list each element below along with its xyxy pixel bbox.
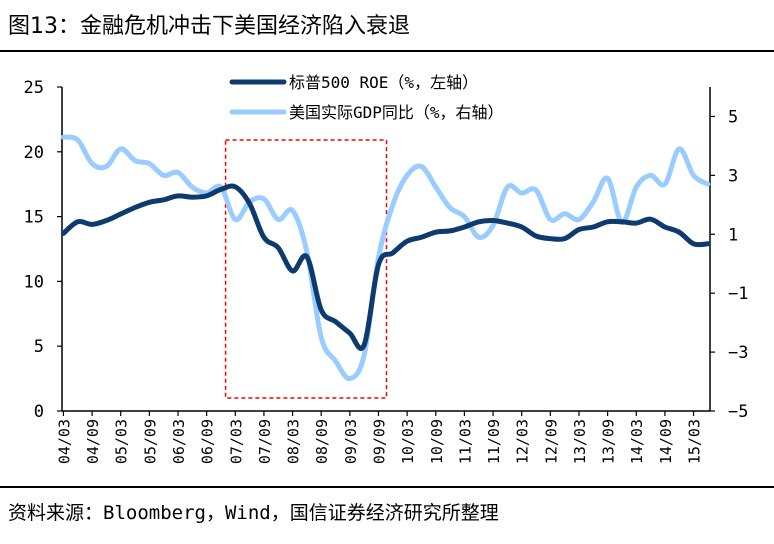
crisis-highlight-box [224,139,388,399]
x-tick-label: 13/09 [600,419,618,464]
x-tick-label: 10/03 [399,419,417,464]
x-tick-label: 06/03 [170,419,188,464]
x-tick-label: 08/03 [285,419,303,464]
x-tick-label: 12/03 [514,419,532,464]
figure-title: 图13：金融危机冲击下美国经济陷入衰退 [8,14,410,39]
x-tick-label: 08/09 [313,419,331,464]
x-tick-label: 04/03 [55,419,73,464]
x-tick-label: 05/09 [141,419,159,464]
legend-label: 标普500 ROE（%，左轴） [289,73,478,92]
y-left-tick-label: 20 [24,143,44,163]
y-right-tick-label: 1 [728,225,738,245]
y-right-tick-label: −3 [728,343,748,363]
y-right-tick-label: −5 [728,402,748,422]
x-tick-label: 11/09 [485,419,503,464]
source-note: 资料来源：Bloomberg，Wind，国信证券经济研究所整理 [8,502,499,524]
source-rule [0,486,774,488]
sp500-roe-line [60,183,711,351]
x-tick-label: 05/03 [113,419,131,464]
y-left-tick-label: 25 [24,78,44,98]
y-right-tick-label: 3 [728,166,738,186]
x-tick-label: 10/09 [428,419,446,464]
x-tick-label: 07/09 [256,419,274,464]
x-tick-label: 14/09 [657,419,675,464]
x-tick-label: 06/09 [199,419,217,464]
x-tick-label: 11/03 [456,419,474,464]
y-right-tick-label: 5 [728,107,738,127]
y-left-tick-label: 15 [24,208,44,228]
x-tick-label: 09/09 [370,419,388,464]
title-rule [0,50,774,52]
x-tick-label: 04/09 [84,419,102,464]
x-tick-label: 07/03 [227,419,245,464]
chart: 0 5 10 15 20 25 −5 −3 −1 1 3 5 04/03 04/09 05/03 05/09 0… [24,73,749,464]
y-left-tick-label: 0 [34,402,44,422]
legend-label: 美国实际GDP同比（%，右轴） [289,103,504,122]
x-tick-label: 09/03 [342,419,360,464]
x-tick-label: 15/03 [686,419,704,464]
x-tick-label: 12/09 [542,419,560,464]
us-gdp-yoy-line [60,134,711,382]
x-tick-label: 14/03 [628,419,646,464]
x-tick-label: 13/03 [571,419,589,464]
y-left-tick-label: 10 [24,272,44,292]
y-left-tick-label: 5 [34,337,44,357]
y-right-tick-label: −1 [728,284,748,304]
